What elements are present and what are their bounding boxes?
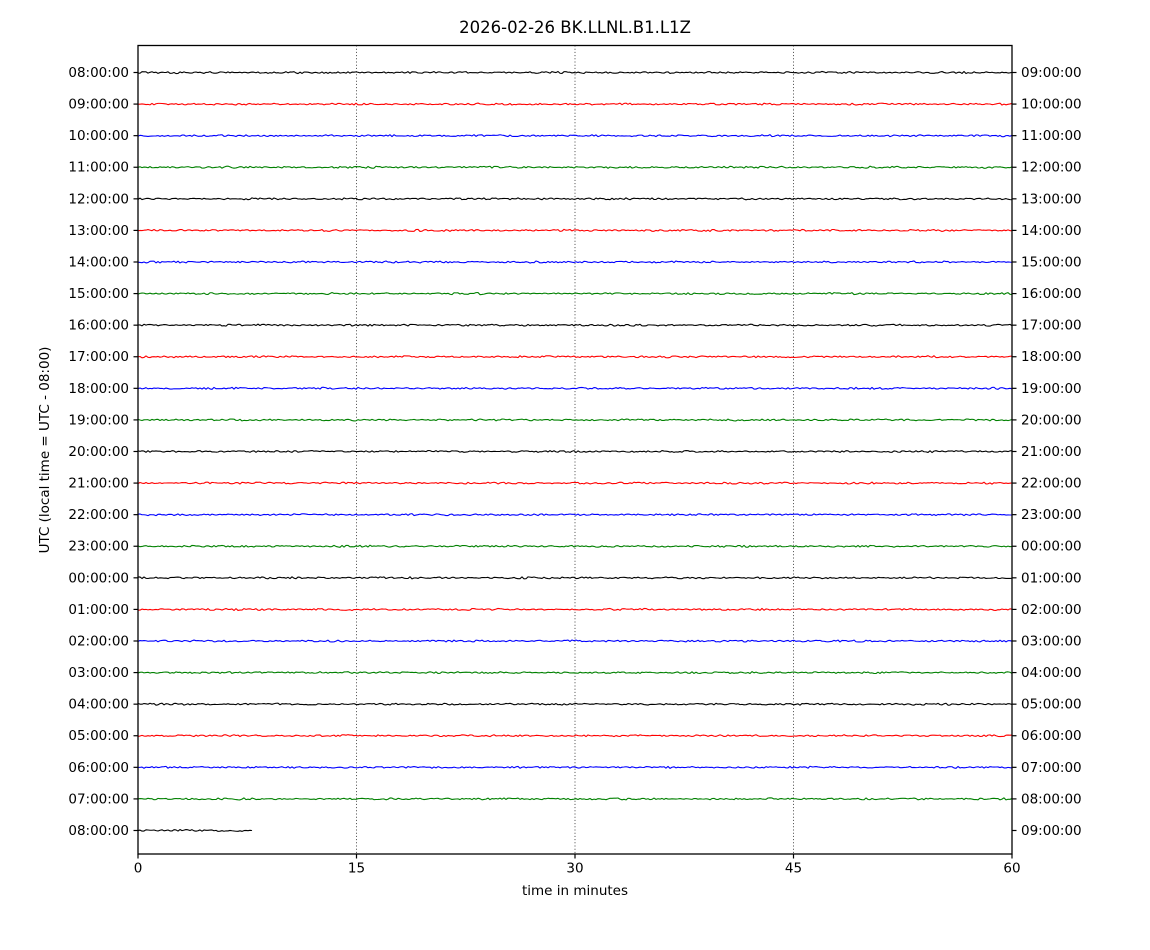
utc-hour-label: 19:00:00 (68, 412, 129, 428)
local-hour-label: 01:00:00 (1021, 570, 1082, 586)
local-hour-label: 10:00:00 (1021, 97, 1082, 113)
utc-hour-label: 18:00:00 (68, 381, 129, 397)
utc-hour-label: 12:00:00 (68, 191, 129, 207)
seismogram-trace (137, 607, 1013, 612)
seismogram-trace (137, 102, 1013, 106)
seismogram-trace (137, 386, 1013, 390)
utc-hour-label: 23:00:00 (68, 539, 129, 555)
local-hour-label: 17:00:00 (1021, 318, 1082, 334)
seismogram-trace (137, 260, 1013, 264)
seismogram-trace (137, 639, 1013, 643)
utc-hour-label: 21:00:00 (68, 476, 129, 492)
seismogram-trace (137, 355, 1013, 359)
local-hour-label: 14:00:00 (1021, 223, 1082, 239)
seismogram-trace (137, 576, 1013, 580)
utc-hour-label: 00:00:00 (68, 570, 129, 586)
local-hour-label: 00:00:00 (1021, 539, 1082, 555)
seismogram-trace (137, 544, 1013, 548)
utc-hour-label: 05:00:00 (68, 728, 129, 744)
utc-hour-label: 10:00:00 (68, 128, 129, 144)
utc-hour-label: 07:00:00 (68, 791, 129, 807)
local-hour-label: 09:00:00 (1021, 823, 1082, 839)
local-hour-label: 16:00:00 (1021, 286, 1082, 302)
y-axis-label: UTC (local time = UTC - 08:00) (37, 346, 53, 554)
seismogram-trace (137, 513, 1013, 517)
local-hour-label: 07:00:00 (1021, 760, 1082, 776)
seismogram-trace (137, 418, 1013, 422)
local-hour-label: 11:00:00 (1021, 128, 1082, 144)
utc-hour-label: 14:00:00 (68, 254, 129, 270)
seismogram-trace (137, 228, 1013, 233)
utc-hour-label: 08:00:00 (68, 65, 129, 81)
utc-hour-label: 04:00:00 (68, 697, 129, 713)
seismogram-trace (137, 828, 253, 832)
seismogram-trace (137, 323, 1013, 327)
local-hour-label: 13:00:00 (1021, 191, 1082, 207)
utc-hour-label: 01:00:00 (68, 602, 129, 618)
local-hour-label: 23:00:00 (1021, 507, 1082, 523)
axes-frame (137, 44, 1013, 855)
utc-hour-label: 02:00:00 (68, 633, 129, 649)
x-tick-label: 30 (566, 861, 583, 877)
seismogram-trace (137, 449, 1013, 454)
local-hour-label: 04:00:00 (1021, 665, 1082, 681)
local-hour-label: 19:00:00 (1021, 381, 1082, 397)
utc-hour-label: 11:00:00 (68, 160, 129, 176)
seismogram-trace (137, 70, 1013, 75)
local-hour-label: 06:00:00 (1021, 728, 1082, 744)
local-hour-label: 02:00:00 (1021, 602, 1082, 618)
utc-hour-label: 16:00:00 (68, 318, 129, 334)
utc-hour-label: 15:00:00 (68, 286, 129, 302)
local-hour-label: 09:00:00 (1021, 65, 1082, 81)
local-hour-label: 12:00:00 (1021, 160, 1082, 176)
utc-hour-label: 03:00:00 (68, 665, 129, 681)
local-hour-label: 22:00:00 (1021, 476, 1082, 492)
seismogram-trace (137, 197, 1013, 201)
utc-hour-label: 17:00:00 (68, 349, 129, 365)
x-tick-label: 60 (1003, 861, 1020, 877)
utc-hour-label: 13:00:00 (68, 223, 129, 239)
x-tick-label: 15 (348, 861, 365, 877)
x-tick-label: 45 (785, 861, 802, 877)
seismogram-trace (137, 671, 1013, 675)
local-hour-label: 21:00:00 (1021, 444, 1082, 460)
x-tick-label: 0 (134, 861, 143, 877)
utc-hour-label: 09:00:00 (68, 97, 129, 113)
seismogram-trace (137, 291, 1013, 296)
seismogram-trace (137, 765, 1013, 769)
seismogram-trace (137, 797, 1013, 801)
local-hour-label: 08:00:00 (1021, 791, 1082, 807)
x-axis-label: time in minutes (521, 883, 629, 899)
seismogram-trace (137, 134, 1013, 138)
local-hour-label: 05:00:00 (1021, 697, 1082, 713)
utc-hour-label: 22:00:00 (68, 507, 129, 523)
utc-hour-label: 20:00:00 (68, 444, 129, 460)
local-hour-label: 18:00:00 (1021, 349, 1082, 365)
local-hour-label: 03:00:00 (1021, 633, 1082, 649)
seismogram-trace (137, 165, 1013, 169)
seismogram-trace (137, 734, 1013, 738)
utc-hour-label: 08:00:00 (68, 823, 129, 839)
local-hour-label: 15:00:00 (1021, 254, 1082, 270)
seismogram-trace (137, 702, 1013, 706)
chart-title: 2026-02-26 BK.LLNL.B1.L1Z (459, 18, 691, 37)
seismogram-trace (137, 481, 1013, 485)
local-hour-label: 20:00:00 (1021, 412, 1082, 428)
utc-hour-label: 06:00:00 (68, 760, 129, 776)
